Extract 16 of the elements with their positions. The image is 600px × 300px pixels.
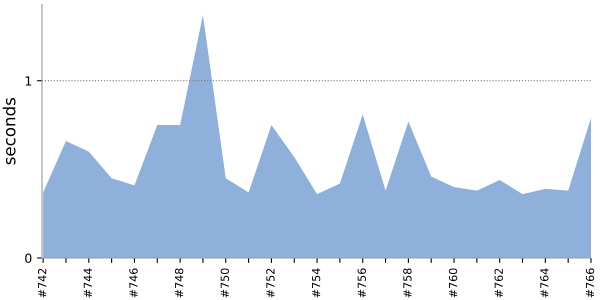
x-tick-label: #756 <box>358 268 366 298</box>
x-tick-label: #760 <box>448 268 458 298</box>
x-tick-label: #744 <box>84 268 92 298</box>
y-tick-label: 1 <box>26 76 32 86</box>
x-tick-label: #766 <box>586 268 594 298</box>
x-tick-label: #742 <box>38 268 46 298</box>
x-tick-label: #748 <box>174 268 184 298</box>
x-tick-label: #758 <box>403 268 412 298</box>
x-tick-label: #750 <box>220 268 229 298</box>
y-axis-title: seconds <box>2 98 16 164</box>
y-tick-label: 0 <box>25 253 32 263</box>
x-tick-label: #746 <box>129 268 138 298</box>
x-tick-label: #762 <box>494 268 503 298</box>
x-tick-label: #752 <box>266 268 275 298</box>
x-tick-label: #754 <box>312 268 320 298</box>
x-tick-label: #764 <box>540 268 549 298</box>
